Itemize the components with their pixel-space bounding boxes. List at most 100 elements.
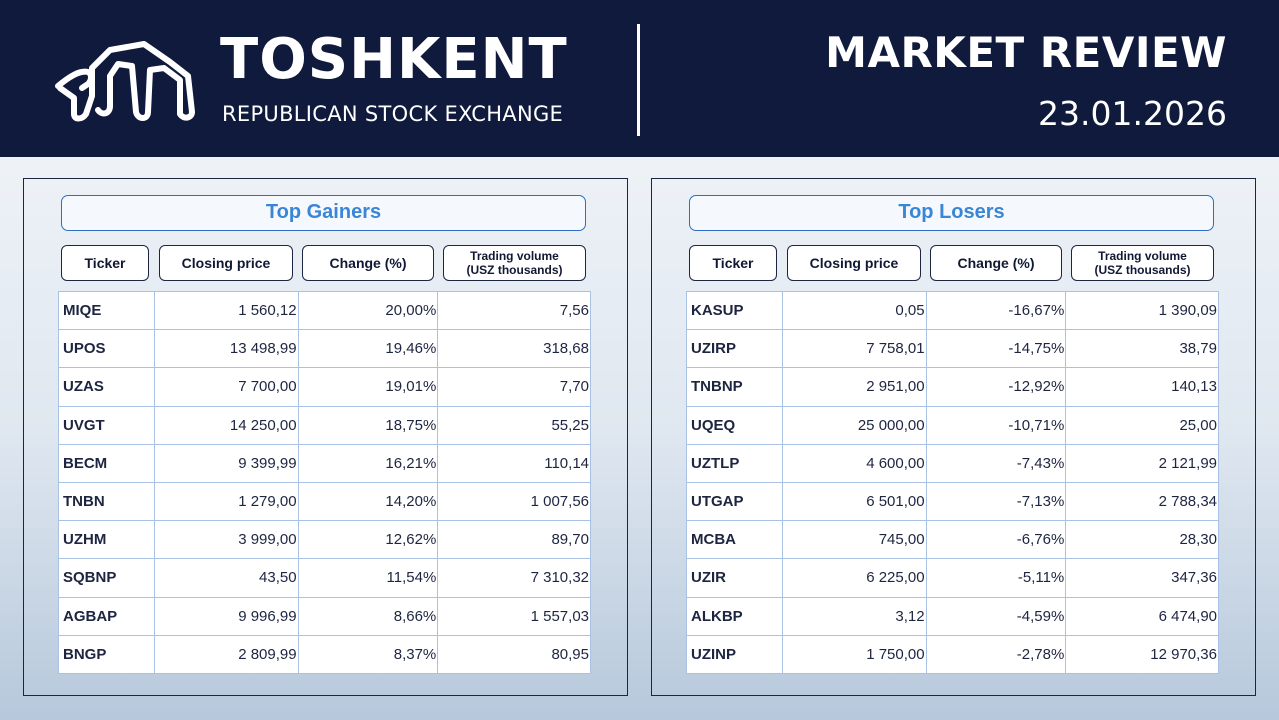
closing-price-cell: 7 700,00	[153, 367, 299, 407]
table-row: BECM 9 399,99 16,21% 110,14	[58, 443, 591, 483]
top-gainers-title: Top Gainers	[61, 195, 586, 231]
change-cell: 18,75%	[297, 405, 439, 445]
table-row: AGBAP 9 996,99 8,66% 1 557,03	[58, 596, 591, 636]
trading-volume-cell: 12 970,36	[1065, 634, 1219, 674]
column-header-ticker: Ticker	[689, 245, 777, 281]
trading-volume-cell: 55,25	[437, 405, 591, 445]
change-cell: 12,62%	[297, 520, 439, 560]
closing-price-cell: 7 758,01	[781, 329, 927, 369]
closing-price-cell: 43,50	[153, 558, 299, 598]
ticker-cell: TNBNP	[686, 367, 783, 407]
closing-price-cell: 1 750,00	[781, 634, 927, 674]
ticker-cell: UTGAP	[686, 481, 783, 522]
table-row: UQEQ 25 000,00 -10,71% 25,00	[686, 405, 1219, 445]
table-row: UZHM 3 999,00 12,62% 89,70	[58, 520, 591, 560]
top-losers-panel: Top Losers Ticker Closing price Change (…	[651, 178, 1256, 696]
closing-price-cell: 1 279,00	[153, 481, 299, 522]
change-cell: 16,21%	[297, 443, 439, 483]
trading-volume-cell: 7,70	[437, 367, 591, 407]
closing-price-cell: 2 809,99	[153, 634, 299, 674]
change-cell: -12,92%	[925, 367, 1067, 407]
change-cell: -5,11%	[925, 558, 1067, 598]
trading-volume-cell: 1 007,56	[437, 481, 591, 522]
closing-price-cell: 1 560,12	[153, 290, 299, 331]
table-row: TNBN 1 279,00 14,20% 1 007,56	[58, 481, 591, 522]
toshkent-exchange-logo-icon	[55, 41, 195, 122]
trading-volume-cell: 7,56	[437, 290, 591, 331]
ticker-cell: MIQE	[58, 290, 155, 331]
column-header-change: Change (%)	[930, 245, 1062, 281]
closing-price-cell: 745,00	[781, 520, 927, 560]
closing-price-cell: 25 000,00	[781, 405, 927, 445]
change-cell: -10,71%	[925, 405, 1067, 445]
top-losers-title: Top Losers	[689, 195, 1214, 231]
column-header-trading-volume-label: Trading volume (USZ thousands)	[1094, 249, 1191, 277]
ticker-cell: UZTLP	[686, 443, 783, 483]
closing-price-cell: 3,12	[781, 596, 927, 636]
trading-volume-cell: 38,79	[1065, 329, 1219, 369]
gainers-table: MIQE 1 560,12 20,00% 7,56 UPOS 13 498,99 19,46…	[58, 290, 591, 674]
column-header-trading-volume: Trading volume (USZ thousands)	[1071, 245, 1214, 281]
ticker-cell: UQEQ	[686, 405, 783, 445]
column-header-closing-price: Closing price	[787, 245, 921, 281]
ticker-cell: MCBA	[686, 520, 783, 560]
table-row: UZTLP 4 600,00 -7,43% 2 121,99	[686, 443, 1219, 483]
table-row: ALKBP 3,12 -4,59% 6 474,90	[686, 596, 1219, 636]
change-cell: -14,75%	[925, 329, 1067, 369]
closing-price-cell: 13 498,99	[153, 329, 299, 369]
ticker-cell: ALKBP	[686, 596, 783, 636]
closing-price-cell: 9 399,99	[153, 443, 299, 483]
ticker-cell: UZINP	[686, 634, 783, 674]
table-row: UVGT 14 250,00 18,75% 55,25	[58, 405, 591, 445]
trading-volume-cell: 6 474,90	[1065, 596, 1219, 636]
ticker-cell: SQBNP	[58, 558, 155, 598]
change-cell: 20,00%	[297, 290, 439, 331]
trading-volume-cell: 28,30	[1065, 520, 1219, 560]
table-row: UPOS 13 498,99 19,46% 318,68	[58, 329, 591, 369]
change-cell: 19,01%	[297, 367, 439, 407]
change-cell: -4,59%	[925, 596, 1067, 636]
closing-price-cell: 6 225,00	[781, 558, 927, 598]
ticker-cell: KASUP	[686, 290, 783, 331]
column-header-trading-volume-label: Trading volume (USZ thousands)	[466, 249, 563, 277]
trading-volume-cell: 2 788,34	[1065, 481, 1219, 522]
change-cell: 11,54%	[297, 558, 439, 598]
trading-volume-cell: 89,70	[437, 520, 591, 560]
brand-title: TOSHKENT	[220, 27, 568, 92]
table-row: MCBA 745,00 -6,76% 28,30	[686, 520, 1219, 560]
ticker-cell: UZHM	[58, 520, 155, 560]
table-row: KASUP 0,05 -16,67% 1 390,09	[686, 290, 1219, 331]
change-cell: -7,43%	[925, 443, 1067, 483]
trading-volume-cell: 7 310,32	[437, 558, 591, 598]
trading-volume-cell: 110,14	[437, 443, 591, 483]
closing-price-cell: 3 999,00	[153, 520, 299, 560]
change-cell: -16,67%	[925, 290, 1067, 331]
change-cell: -7,13%	[925, 481, 1067, 522]
review-date: 23.01.2026	[1038, 94, 1227, 133]
header-divider	[637, 24, 640, 136]
ticker-cell: TNBN	[58, 481, 155, 522]
column-header-trading-volume: Trading volume (USZ thousands)	[443, 245, 586, 281]
closing-price-cell: 4 600,00	[781, 443, 927, 483]
ticker-cell: AGBAP	[58, 596, 155, 636]
table-row: UZAS 7 700,00 19,01% 7,70	[58, 367, 591, 407]
table-row: UZIR 6 225,00 -5,11% 347,36	[686, 558, 1219, 598]
trading-volume-cell: 140,13	[1065, 367, 1219, 407]
ticker-cell: UZIRP	[686, 329, 783, 369]
table-row: UTGAP 6 501,00 -7,13% 2 788,34	[686, 481, 1219, 522]
table-row: UZINP 1 750,00 -2,78% 12 970,36	[686, 634, 1219, 674]
ticker-cell: UVGT	[58, 405, 155, 445]
change-cell: -6,76%	[925, 520, 1067, 560]
column-header-closing-price: Closing price	[159, 245, 293, 281]
change-cell: 14,20%	[297, 481, 439, 522]
change-cell: 19,46%	[297, 329, 439, 369]
ticker-cell: BECM	[58, 443, 155, 483]
trading-volume-cell: 1 557,03	[437, 596, 591, 636]
ticker-cell: UZIR	[686, 558, 783, 598]
column-header-ticker: Ticker	[61, 245, 149, 281]
closing-price-cell: 2 951,00	[781, 367, 927, 407]
trading-volume-cell: 318,68	[437, 329, 591, 369]
trading-volume-cell: 347,36	[1065, 558, 1219, 598]
ticker-cell: UPOS	[58, 329, 155, 369]
table-row: TNBNP 2 951,00 -12,92% 140,13	[686, 367, 1219, 407]
